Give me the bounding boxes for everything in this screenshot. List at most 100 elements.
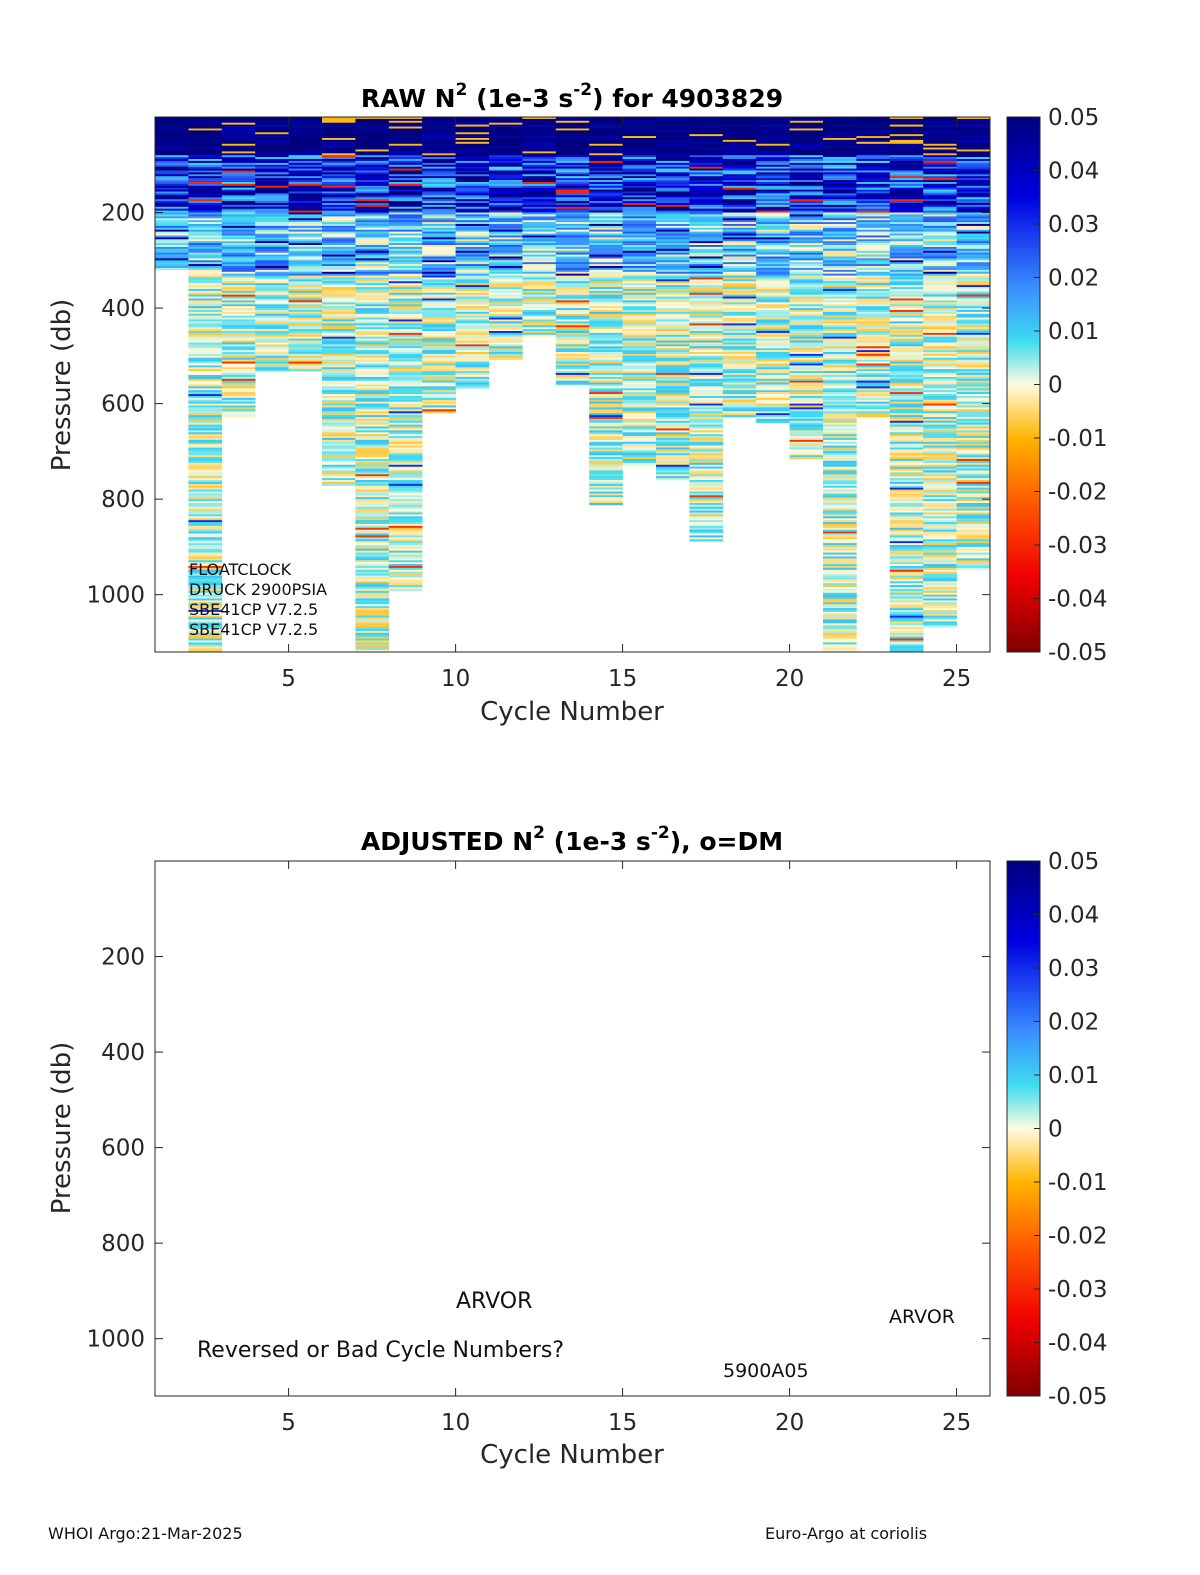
heatmap-cell: [923, 524, 957, 527]
heatmap-cell: [923, 149, 957, 152]
heatmap-cell: [789, 340, 824, 343]
heatmap-cell: [889, 573, 924, 576]
heatmap-cell: [522, 271, 557, 275]
heatmap-cell: [789, 332, 824, 336]
heatmap-cell: [856, 327, 891, 330]
heatmap-cell: [789, 172, 824, 175]
heatmap-cell: [522, 313, 557, 317]
heatmap-cell: [856, 407, 891, 410]
heatmap-cell: [756, 369, 790, 372]
heatmap-cell: [823, 522, 857, 525]
heatmap-cell: [188, 304, 223, 307]
heatmap-cell: [656, 441, 690, 445]
heatmap-cell: [622, 224, 657, 227]
heatmap-cell: [422, 359, 456, 362]
heatmap-cell: [255, 172, 289, 175]
heatmap-cell: [889, 629, 924, 632]
heatmap-cell: [689, 501, 724, 504]
heatmap-cell: [889, 239, 924, 242]
heatmap-cell: [355, 212, 390, 215]
heatmap-cell: [255, 126, 289, 129]
heatmap-cell: [522, 308, 557, 311]
heatmap-cell: [722, 199, 757, 202]
heatmap-cell: [489, 118, 523, 122]
heatmap-cell: [188, 344, 223, 347]
heatmap-cell: [589, 323, 623, 326]
heatmap-cell: [288, 174, 323, 177]
heatmap-cell: [589, 352, 623, 355]
heatmap-cell: [889, 245, 924, 248]
heatmap-cell: [322, 315, 356, 318]
heatmap-cell: [355, 503, 390, 506]
heatmap-cell: [889, 136, 924, 139]
heatmap-cell: [355, 224, 390, 227]
heatmap-cell: [823, 497, 857, 500]
heatmap-cell: [656, 124, 690, 127]
heatmap-cell: [155, 195, 189, 198]
heatmap-cell: [188, 587, 223, 590]
heatmap-cell: [355, 399, 390, 403]
heatmap-cell: [889, 417, 924, 420]
heatmap-cell: [522, 145, 557, 148]
heatmap-cell: [789, 252, 824, 255]
heatmap-cell: [355, 579, 390, 582]
heatmap-cell: [923, 195, 957, 198]
heatmap-cell: [923, 590, 957, 594]
heatmap-cell: [823, 405, 857, 408]
heatmap-cell: [155, 149, 189, 152]
heatmap-cell: [789, 183, 824, 187]
heatmap-cell: [689, 399, 724, 403]
heatmap-cell: [388, 382, 423, 385]
heatmap-cell: [555, 304, 590, 307]
heatmap-cell: [956, 560, 990, 563]
heatmap-cell: [789, 227, 824, 231]
heatmap-cell: [155, 153, 189, 156]
heatmap-cell: [221, 195, 256, 198]
heatmap-cell: [255, 361, 289, 364]
heatmap-cell: [656, 227, 690, 231]
heatmap-cell: [489, 172, 523, 175]
heatmap-cell: [388, 245, 423, 248]
colorbar-tick-label: 0.01: [1048, 1063, 1099, 1089]
heatmap-cell: [789, 143, 824, 147]
heatmap-cell: [823, 182, 857, 185]
heatmap-cell: [823, 172, 857, 175]
heatmap-cell: [923, 546, 957, 550]
heatmap-cell: [622, 124, 657, 127]
heatmap-cell: [188, 598, 223, 601]
heatmap-cell: [422, 275, 456, 278]
heatmap-cell: [589, 195, 623, 198]
heatmap-cell: [923, 250, 957, 254]
heatmap-cell: [889, 277, 924, 280]
heatmap-cell: [956, 138, 990, 141]
heatmap-cell: [923, 562, 957, 565]
heatmap-cell: [622, 138, 657, 141]
heatmap-cell: [689, 233, 724, 236]
heatmap-cell: [656, 216, 690, 219]
heatmap-cell: [355, 449, 390, 452]
heatmap-cell: [756, 262, 790, 265]
heatmap-cell: [221, 216, 256, 219]
heatmap-cell: [722, 195, 757, 198]
heatmap-cell: [689, 508, 724, 511]
heatmap-cell: [889, 457, 924, 460]
heatmap-cell: [789, 417, 824, 420]
heatmap-cell: [789, 218, 824, 221]
heatmap-cell: [656, 338, 690, 341]
heatmap-cell: [689, 220, 724, 223]
heatmap-cell: [589, 317, 623, 320]
heatmap-cell: [656, 195, 690, 198]
heatmap-cell: [622, 302, 657, 305]
heatmap-cell: [889, 218, 924, 221]
heatmap-cell: [188, 204, 223, 208]
heatmap-cell: [622, 260, 657, 263]
heatmap-cell: [255, 245, 289, 248]
heatmap-cell: [288, 212, 323, 215]
heatmap-cell: [756, 290, 790, 294]
heatmap-cell: [789, 157, 824, 160]
heatmap-cell: [355, 608, 390, 611]
heatmap-cell: [288, 294, 323, 297]
heatmap-cell: [589, 248, 623, 252]
heatmap-cell: [656, 281, 690, 284]
heatmap-cell: [722, 258, 757, 261]
